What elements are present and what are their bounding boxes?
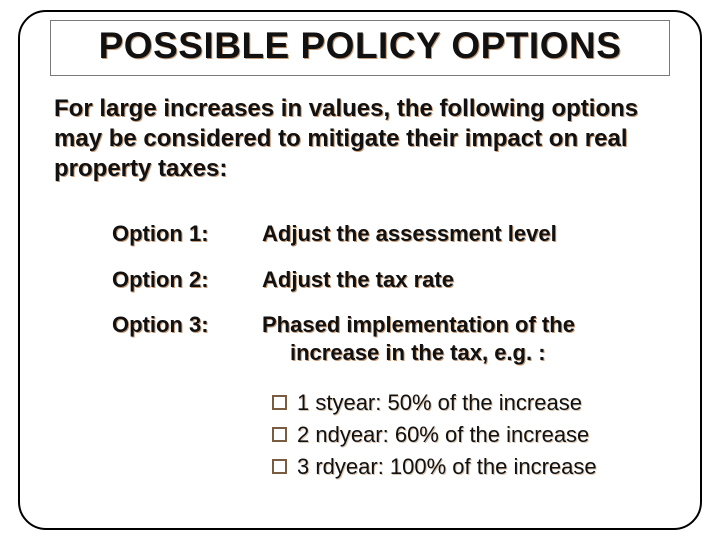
option-label: Option 3:: [112, 311, 262, 366]
option-label: Option 1:: [112, 220, 262, 248]
table-row: Option 3: Phased implementation of the i…: [112, 311, 672, 366]
option-desc-line2: increase in the tax, e.g. :: [262, 339, 672, 367]
square-bullet-icon: [272, 459, 287, 474]
bullet-text: 3 rdyear: 100% of the increase: [297, 454, 597, 480]
option-desc: Phased implementation of the increase in…: [262, 311, 672, 366]
list-item: 3 rdyear: 100% of the increase: [272, 454, 670, 480]
option-desc: Adjust the assessment level: [262, 220, 672, 248]
bullet-text: 1 styear: 50% of the increase: [297, 390, 582, 416]
option-desc-line1: Phased implementation of the: [262, 312, 575, 337]
title-box: POSSIBLE POLICY OPTIONS: [50, 20, 670, 76]
option-label: Option 2:: [112, 266, 262, 294]
square-bullet-icon: [272, 427, 287, 442]
square-bullet-icon: [272, 395, 287, 410]
table-row: Option 2: Adjust the tax rate: [112, 266, 672, 294]
intro-text: For large increases in values, the follo…: [54, 94, 666, 184]
option-desc: Adjust the tax rate: [262, 266, 672, 294]
options-table: Option 1: Adjust the assessment level Op…: [112, 202, 672, 384]
bullet-text: 2 ndyear: 60% of the increase: [297, 422, 589, 448]
page-title: POSSIBLE POLICY OPTIONS: [57, 25, 663, 67]
list-item: 2 ndyear: 60% of the increase: [272, 422, 670, 448]
list-item: 1 styear: 50% of the increase: [272, 390, 670, 416]
slide-frame: POSSIBLE POLICY OPTIONS For large increa…: [18, 10, 702, 530]
table-row: Option 1: Adjust the assessment level: [112, 220, 672, 248]
bullet-list: 1 styear: 50% of the increase 2 ndyear: …: [272, 390, 670, 480]
